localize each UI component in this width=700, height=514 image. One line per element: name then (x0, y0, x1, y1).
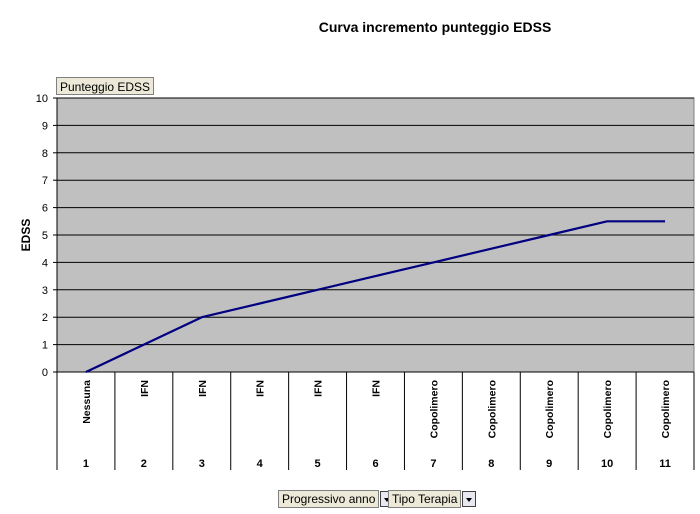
category-index-label: 1 (83, 458, 89, 470)
therapy-label: Copolimero (602, 380, 614, 438)
category-table: Nessuna 1 IFN 2 IFN 3 IFN 4 IFN 5 IFN 6 Copolimero 7 C… (56, 371, 695, 470)
category-index-label: 4 (257, 458, 264, 470)
category-index-label: 6 (372, 458, 378, 470)
progressivo-anno-dropdown[interactable]: Progressivo anno (278, 490, 395, 508)
category-index-label: 9 (546, 458, 552, 470)
therapy-label: IFN (255, 380, 267, 397)
tipo-terapia-label: Tipo Terapia (388, 490, 462, 508)
therapy-label: Copolimero (486, 380, 498, 438)
category-index-label: 5 (315, 458, 321, 470)
y-tick-label: 0 (42, 367, 48, 379)
therapy-label: IFN (139, 380, 151, 397)
tipo-terapia-dropdown[interactable]: Tipo Terapia (388, 490, 477, 508)
y-tick-label: 2 (42, 312, 48, 324)
series-line (85, 220, 666, 373)
y-tick-label: 6 (42, 203, 48, 215)
series-field-button[interactable]: Punteggio EDSS (56, 77, 155, 95)
therapy-label: IFN (197, 380, 209, 397)
y-axis-label: EDSS (19, 219, 33, 252)
therapy-label: Nessuna (81, 380, 93, 424)
y-tick-label: 9 (42, 120, 48, 132)
y-tick-label: 4 (42, 257, 48, 269)
category-index-label: 11 (659, 458, 671, 470)
category-index-label: 7 (430, 458, 436, 470)
category-index-label: 10 (601, 458, 613, 470)
therapy-label: Copolimero (544, 380, 556, 438)
therapy-label: Copolimero (428, 380, 440, 438)
y-tick-label: 10 (36, 93, 48, 105)
dropdown-arrow-icon[interactable] (462, 491, 477, 507)
y-tick-label: 3 (42, 285, 48, 297)
y-tick-label: 1 (42, 340, 48, 352)
y-tick-label: 8 (42, 148, 48, 160)
category-index-label: 8 (488, 458, 494, 470)
therapy-label: IFN (313, 380, 325, 397)
therapy-label: Copolimero (660, 380, 672, 438)
y-tick-label: 7 (42, 175, 48, 187)
chart-title: Curva incremento punteggio EDSS (319, 19, 552, 35)
therapy-label: IFN (371, 380, 383, 397)
category-index-label: 2 (141, 458, 147, 470)
category-index-label: 3 (199, 458, 205, 470)
series-line-path (85, 220, 666, 373)
y-tick-label: 5 (42, 230, 48, 242)
progressivo-anno-label: Progressivo anno (278, 490, 380, 508)
y-tick-labels: 0 1 2 3 4 5 6 7 8 9 10 (36, 93, 48, 379)
